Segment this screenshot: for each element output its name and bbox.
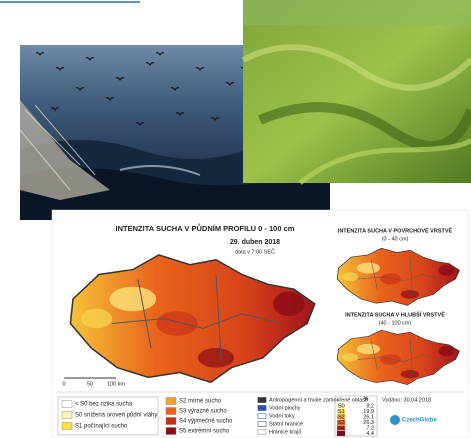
map-date: 29. duben 2018 [230,239,280,246]
inset-bottom-depth: (40 - 100 cm) [379,320,412,326]
stats-value: 19.9 [363,409,374,415]
gull [35,52,45,56]
gull [155,52,165,56]
stats-swatch [337,409,345,414]
stats-value: 7.2 [366,425,374,431]
stats-class: S2 [338,414,345,420]
gull [195,67,205,71]
legend-label: S2 mírné sucho [179,399,222,405]
stats-swatch [337,425,345,431]
map-title: INTENZITA SUCHA V PŮDNÍM PROFILU 0 - 100… [116,223,295,233]
stats-swatch [337,431,345,436]
legend-label: S4 výjimečné sucho [179,419,233,425]
gull [135,122,145,126]
logo-icon [390,415,400,425]
gull [115,77,125,81]
gull [50,107,60,111]
issued: Vydáno: 30.04.2018 [382,397,431,403]
stats-value: 26.3 [363,420,374,426]
inset-top-depth: (0 - 40 cm) [382,236,409,242]
symbol-swatch [257,421,267,427]
legend-swatch [165,417,177,425]
symbol-label: Antropogenní a trvale zamokřené oblasti [269,397,368,403]
stats-value: 8.2 [366,403,374,409]
scale-label: 100 km [107,381,125,387]
legend-label: < S0 bez rizika sucha [75,402,133,408]
stats-class: S0 [338,403,345,409]
symbol-label: Vodní toky [269,413,295,419]
gull [175,112,185,116]
scale-label: 50 [87,381,93,387]
inset-bottom-title: INTENZITA SUCHA V HLUBŠÍ VRSTVĚ [345,310,445,318]
symbol-swatch [257,413,267,419]
legend-label: S3 výrazné sucho [179,409,227,415]
legend-label: S1 počínající sucho [75,424,128,430]
stats-class: S1 [338,409,345,415]
scale-label: 0 [62,381,65,387]
symbol-label: Státní hranice [269,421,303,427]
drought-map: INTENZITA SUCHA V PŮDNÍM PROFILU 0 - 100… [51,209,469,438]
legend-swatch [165,427,177,435]
stats-value: 4.4 [366,431,374,437]
gull [75,87,85,91]
stats-class: S5 [338,431,345,437]
stats-class: S4 [338,425,345,431]
legend-swatch [61,411,73,419]
legend-swatch [165,397,177,405]
symbol-swatch [257,397,267,403]
inset-top-title: INTENZITA SUCHA V POVRCHOVÉ VRSTVĚ [338,226,453,234]
legend-swatch [165,407,177,415]
legend-box [57,396,159,436]
gull [170,87,180,91]
map-time: data v 7:00 SEČ [235,248,275,255]
symbol-swatch [257,405,267,411]
gull [55,67,65,71]
symbol-label: Vodní plochy [269,405,301,411]
gull [85,57,95,61]
legend-label: S5 extrémní sucho [179,429,230,435]
stats-swatch [337,414,345,420]
symbol-swatch [257,429,267,435]
photo-algae [241,0,471,185]
stats-class: S3 [338,420,345,426]
stats-swatch [337,403,345,409]
logo: CzechGlobe [402,418,437,424]
stats-header: % [364,396,369,402]
legend-swatch [61,422,73,430]
gull [105,97,115,101]
stats-swatch [337,420,345,425]
gull [225,82,235,86]
legend-swatch [61,400,73,408]
symbol-label: Hranice krajů [269,428,301,435]
gull [145,62,155,66]
legend-label: S0 snížená úroveň půdní vláhy [75,412,157,419]
gull [210,117,220,121]
stats-value: 26.1 [363,414,374,420]
